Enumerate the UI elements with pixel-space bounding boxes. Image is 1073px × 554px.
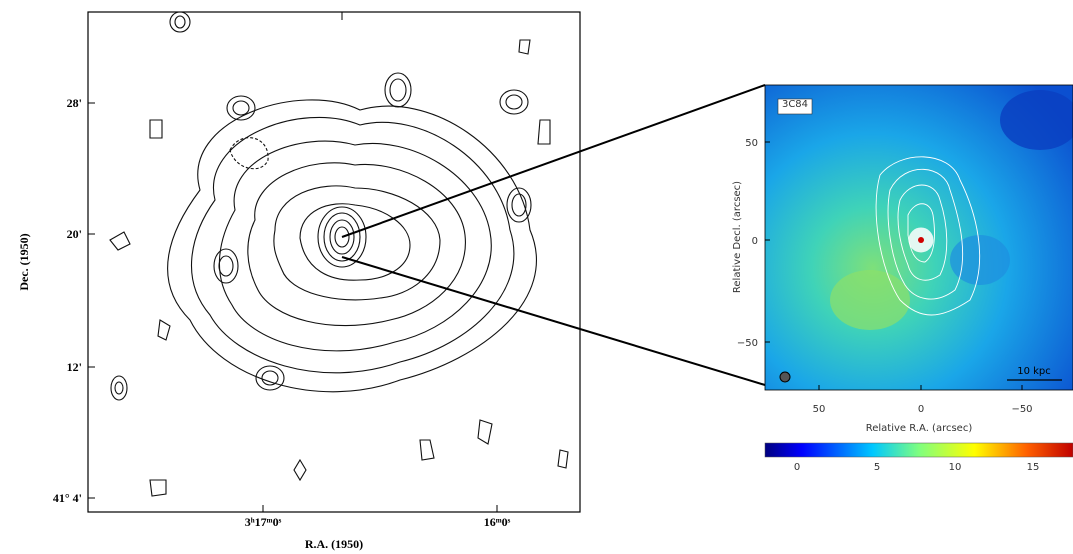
y-tick-label: −50 [737,338,758,349]
scale-bar-label: 10 kpc [1017,366,1051,377]
colorbar-tick-label: 0 [794,462,800,473]
y-axis-label: Relative Decl. (arcsec) [732,181,743,293]
x-tick-label: 50 [813,404,826,415]
y-tick-label: 0 [752,236,758,247]
colorbar-tick-label: 5 [874,462,880,473]
colorbar-tick-label: 10 [949,462,962,473]
x-axis-label: Relative R.A. (arcsec) [866,423,973,434]
x-axis-label: R.A. (1950) [305,537,363,551]
connector-line [341,256,766,386]
x-tick-label: 0 [918,404,924,415]
y-tick-label: 41° 4' [53,491,82,505]
y-tick-label: 12' [67,360,82,374]
connector-line [341,84,766,238]
x-tick-label: 3ʰ17ᵐ0ˢ [245,515,282,529]
colorbar [764,442,1073,458]
x-tick-label: −50 [1011,404,1032,415]
colorbar-tick-label: 15 [1027,462,1040,473]
panel-label: 3C84 [782,99,808,110]
color-map [765,85,1073,390]
y-axis-label: Dec. (1950) [17,233,31,290]
x-tick-label: 16ᵐ0ˢ [484,515,511,529]
contour-map [87,11,581,513]
y-tick-label: 20' [67,227,82,241]
y-tick-label: 50 [745,138,758,149]
y-tick-label: 28' [67,96,82,110]
